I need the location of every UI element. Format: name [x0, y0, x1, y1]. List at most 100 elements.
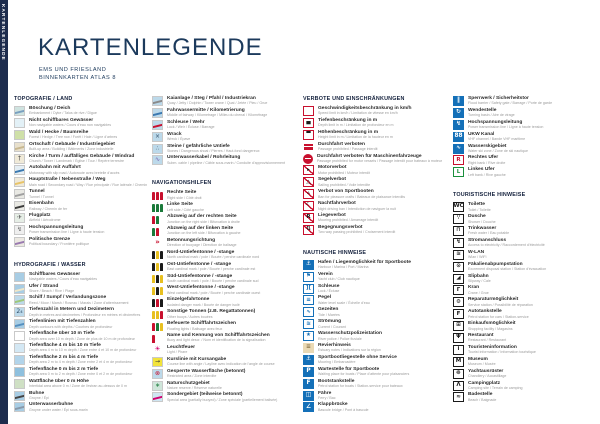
- legend-item-subtitle: Right bank / Rive droite: [468, 160, 506, 165]
- car-fuel-icon: F: [453, 309, 464, 320]
- legend-item-subtitle: Special area (partially buoyed) / Zone s…: [167, 397, 278, 402]
- mooring-icon: ⚓: [303, 354, 314, 365]
- legend-item-title: Strömung: [318, 319, 342, 325]
- map-sample-non-navigable-icon: [14, 117, 25, 128]
- legend-item-text: Linkes Ufer Left bank / Rive gauche: [468, 167, 506, 177]
- legend-item-title: Wendestelle: [468, 107, 497, 113]
- legend-item-text: Trinkwasser Fresh water / Eau potable: [468, 226, 509, 236]
- parking-icon: P: [303, 366, 314, 377]
- cardinal-north-icon: [152, 250, 163, 260]
- legend-item-title: Rechte Seite: [167, 190, 197, 196]
- legend-item-title: Hochspannungsleitung: [29, 224, 84, 230]
- legend-item-subtitle: Beach / Baignade: [468, 397, 497, 402]
- legend-item-subtitle: Waiting place for boats / Place d'attent…: [318, 372, 410, 377]
- legend-item-text: Stromanschluss Access to electricity / Ra…: [468, 238, 545, 248]
- height-limit-icon: ▀: [303, 129, 314, 140]
- legend-item-title: Tiefenfläche 0 m bis 2 m Tiefe: [29, 366, 99, 372]
- legend-item: Tiefenfläche 2 m bis 4 m Tiefe Depth area…: [14, 354, 154, 367]
- legend-item: Rechte Seite Right side / Côté droit: [152, 190, 302, 202]
- legend-item-title: Restaurant: [468, 333, 494, 339]
- section-header: NAUTISCHE HINWEISE: [303, 249, 367, 256]
- legend-item-subtitle: Motorway with slip road / Autoroute avec…: [29, 170, 120, 175]
- legend-item-title: Linkes Ufer: [468, 167, 495, 173]
- legend-item-subtitle: Middle of fairway / Kilometrage / Milieu…: [167, 113, 268, 118]
- legend-item-text: Wasserskigebiet Water ski zone / Zone de …: [468, 144, 528, 154]
- legend-item-title: Schleuse: [318, 283, 340, 289]
- legend-item-title: Kirche / Turm / auffälliges Gebäude / Wi…: [29, 153, 135, 159]
- legend-item-text: UKW Kanal VHF channel / Bande VHF maritim…: [468, 132, 525, 142]
- legend-item-text: Naturschutzgebiet Nature reserve / Réserv…: [167, 381, 222, 391]
- junction-left-icon: [152, 226, 163, 236]
- legend-column-1: TOPOGRAFIE / LAND Böschung / Deich Embankm…: [14, 96, 154, 414]
- legend-item-subtitle: Crane / Grue: [468, 290, 489, 295]
- legend-item: ↻ Wendestelle Turning basin / Aire de vira…: [453, 107, 595, 120]
- restaurant-icon: Ψ: [453, 333, 464, 344]
- legend-item-text: Tunnel Tunnel / Tunnel: [29, 189, 54, 199]
- legend-item-title: Stromanschluss: [468, 237, 507, 243]
- gauge-icon: ≡: [303, 295, 314, 306]
- map-sample-depth-4-10m-icon: [14, 343, 25, 354]
- legend-item-text: Tiefenlinien mit Tiefenzahlen Depth conto…: [29, 319, 113, 329]
- legend-item-subtitle: Chandlery / Accastillage: [468, 374, 507, 379]
- legend-item-title: Ortschaft / Gebäude / Industriegebiet: [29, 141, 115, 147]
- legend-item: Politische Grenze Political boundary / Fr…: [14, 236, 154, 249]
- legend-item-title: Kaianlage / Steg / Pfahl / Industriekran: [167, 96, 256, 101]
- legend-item-title: W-LAN: [468, 249, 485, 255]
- legend-item: ⊗ Gesperrte Wasserfläche (betonnt) Restric…: [152, 368, 302, 381]
- legend-item-title: Sperrwerk / Sicherheitstor: [468, 96, 529, 101]
- legend-item-subtitle: Groyne / Épi: [29, 395, 49, 400]
- map-sample-landmark-icon: †: [14, 153, 25, 164]
- legend-item: Name und Kennung von Schifffahrtszeichen…: [152, 333, 302, 345]
- legend-item-subtitle: Ban for pleasure crafts / Bateaux de pla…: [318, 194, 406, 199]
- legend-item-subtitle: Lock / Écluse: [318, 288, 340, 293]
- map-sample-depth-contours-icon: [14, 319, 25, 330]
- legend-item-subtitle: Right side / Côté droit: [167, 195, 202, 200]
- electricity-icon: ↯: [453, 237, 464, 248]
- legend-item-text: Schleuse / Wehr Lock / Weir / Écluse / Ba…: [167, 120, 214, 130]
- legend-item-title: Autotankstelle: [468, 309, 502, 315]
- legend-item-subtitle: East cardinal mark / pole / Bouée / perc…: [167, 267, 256, 272]
- map-sample-built-up-icon: [14, 141, 25, 152]
- legend-item-title: Badestelle: [468, 392, 493, 398]
- map-sample-underwater-groyne-icon: [14, 402, 25, 413]
- legend-item-text: Ost-Untiefentonne / -stange East cardinal…: [167, 262, 255, 272]
- legend-item-title: Autobahn mit Auffahrt: [29, 165, 81, 171]
- club-flag-icon: ⚑: [303, 271, 314, 282]
- legend-item: ✈ Flugplatz Airfield / Aérodrome: [14, 213, 154, 225]
- legend-item-subtitle: Ferry / Bac: [318, 395, 336, 400]
- legend-item-title: Höhenbeschränkung in m: [318, 129, 379, 135]
- map-sample-power-line-icon: ↯: [14, 224, 25, 235]
- legend-column-2: Kaianlage / Steg / Pfahl / Industriekran…: [152, 96, 302, 404]
- legend-item: ∿ Gezeiten Tide / Marées: [303, 307, 451, 319]
- legend-item-text: Dusche Shower / Douche: [468, 214, 496, 224]
- map-sample-fairway-icon: [152, 107, 163, 118]
- legend-item-title: Sportbootliegestelle ohne Service: [318, 354, 397, 360]
- legend-item-subtitle: Non navigable waters / Cours d'eau non n…: [29, 123, 111, 128]
- legend-item-subtitle: Access to electricity / Raccordement d'é…: [468, 243, 545, 248]
- cardinal-west-icon: [152, 285, 163, 295]
- map-sample-depth-0-2m-icon: [14, 366, 25, 377]
- legend-item: ↯ Stromanschluss Access to electricity / R…: [453, 237, 595, 250]
- legend-item-text: Tiefenfläche über 10 m Tiefe Depth area o…: [29, 331, 135, 341]
- legend-item-text: Museum Museum / Musée: [468, 357, 496, 367]
- legend-item: Durchfahrt verboten für Maschinenfahrzeu…: [303, 153, 451, 166]
- legend-item-subtitle: Forest / Hedge / Tree row / Forêt / Haie…: [29, 135, 118, 140]
- legend-item-subtitle: Railway / Chemin de fer: [29, 206, 68, 211]
- map-sample-depth-over-10m-icon: [14, 331, 25, 342]
- legend-item: Sondergebiet (teilweise betonnt) Special …: [152, 392, 302, 404]
- legend-item-text: Höhenbeschränkung in m Height limit in m …: [318, 130, 393, 140]
- no-sailing-icon: △: [303, 177, 314, 188]
- map-sample-cable-icon: ∿: [152, 155, 163, 166]
- legend-item: ∠ Klappbrücke Bascule bridge / Pont à basc…: [303, 402, 451, 414]
- legend-item-text: Gesperrte Wasserfläche (betonnt) Restrict…: [167, 369, 245, 379]
- legend-item-subtitle: Lock / Weir / Écluse / Barrage: [167, 125, 215, 130]
- legend-item-title: Hochspannungsleitung: [468, 119, 523, 125]
- power-line-icon: ↯: [453, 119, 464, 130]
- legend-item: Ψ Restaurant Restaurant / Restaurant: [453, 333, 595, 345]
- legend-item: ⊙ Fäkalienabpumpstation Excrement disposal…: [453, 261, 595, 274]
- legend-item-text: Ortschaft / Gebäude / Industriegebiet Bui…: [29, 142, 115, 152]
- legend-item: Ortschaft / Gebäude / Industriegebiet Bui…: [14, 141, 154, 154]
- legend-item: ][Schleuse Lock / Écluse: [303, 283, 451, 296]
- legend-item: ▵ Verbot von Sportbooten Ban for pleasure …: [303, 189, 451, 201]
- legend-item-text: Befeuerte Schifffahrtszeichen Floating li…: [167, 321, 236, 331]
